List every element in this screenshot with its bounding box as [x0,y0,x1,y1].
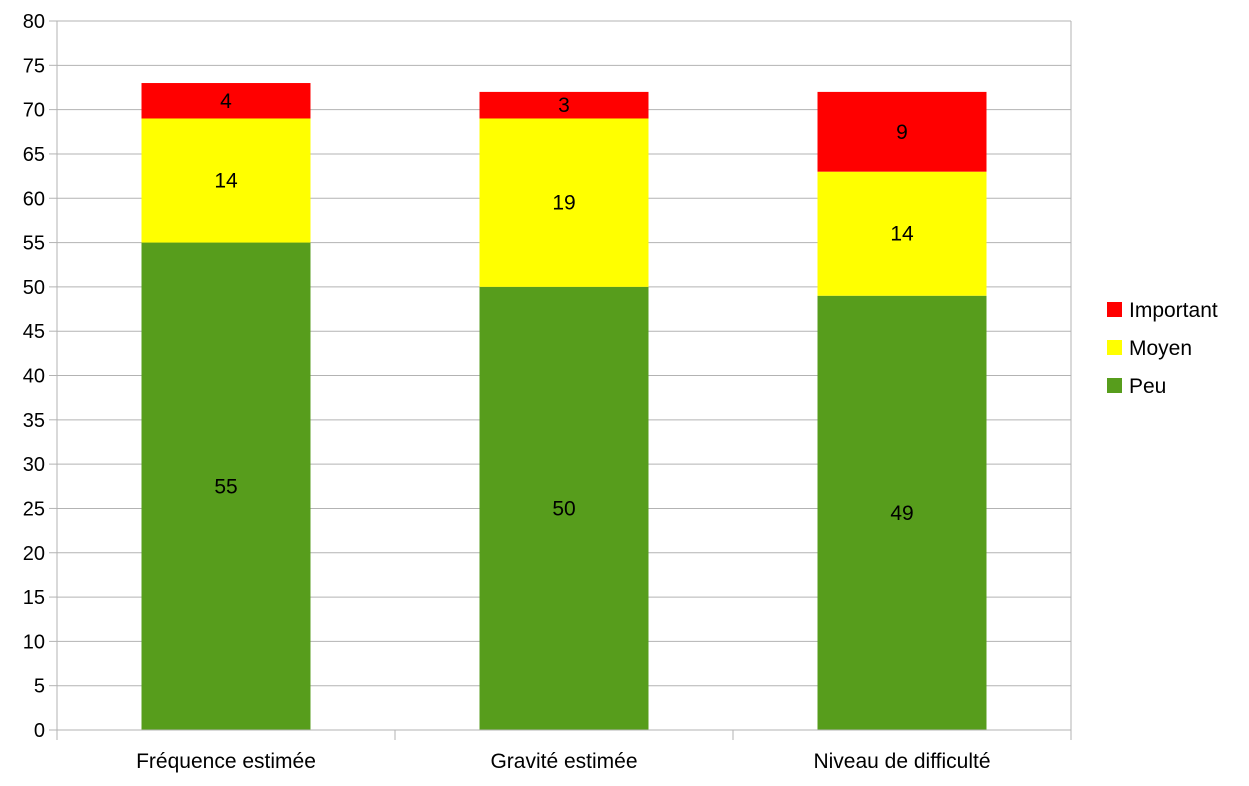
legend-label-peu: Peu [1129,375,1166,398]
legend-label-important: Important [1129,299,1218,322]
y-tick-label: 55 [23,233,45,255]
legend: Important Moyen Peu [1107,299,1218,398]
y-tick-label: 15 [23,587,45,609]
y-tick-label: 65 [23,144,45,166]
bar-segment-moyen [479,118,649,287]
legend-swatch-important [1107,302,1122,317]
y-tick-label: 50 [23,277,45,299]
data-label-important: 3 [558,94,570,117]
y-tick-label: 40 [23,366,45,388]
axes: 0 5 10 15 20 25 30 35 40 45 50 55 60 65 70 75 80 Fréquenc… [23,11,1072,773]
x-category-label: Niveau de difficulté [813,750,990,773]
x-category-label: Gravité estimée [490,750,637,773]
data-label-peu: 49 [890,502,913,525]
data-label-peu: 55 [214,475,237,498]
y-tick-label: 0 [34,720,45,742]
bar-segment-peu [479,286,649,730]
y-tick-label: 5 [34,676,45,698]
legend-label-moyen: Moyen [1129,337,1192,360]
y-tick-label: 45 [23,321,45,343]
data-label-important: 9 [896,121,908,144]
bar-segment-peu [141,242,311,730]
y-tick-label: 10 [23,631,45,653]
data-label-peu: 50 [552,497,575,520]
y-tick-label: 80 [23,11,45,33]
y-tick-label: 35 [23,410,45,432]
bar-segment-peu [817,295,987,730]
y-tick-label: 70 [23,100,45,122]
bars [141,83,987,730]
y-tick-label: 20 [23,543,45,565]
data-label-important: 4 [220,90,232,113]
y-tick-label: 25 [23,498,45,520]
x-category-label: Fréquence estimée [136,750,316,773]
data-labels: 55 14 4 50 19 3 49 14 9 [214,90,914,525]
y-tick-label: 30 [23,454,45,476]
data-label-moyen: 19 [552,192,575,215]
y-tick-label: 75 [23,55,45,77]
data-label-moyen: 14 [890,223,914,246]
legend-swatch-peu [1107,378,1122,393]
bar-segment-important [141,83,311,119]
y-tick-label: 60 [23,188,45,210]
bar-segment-moyen [141,118,311,243]
bar-segment-moyen [817,171,987,296]
bar-segment-important [479,91,649,119]
data-label-moyen: 14 [214,170,238,193]
legend-swatch-moyen [1107,340,1122,355]
bar-segment-important [817,91,987,172]
